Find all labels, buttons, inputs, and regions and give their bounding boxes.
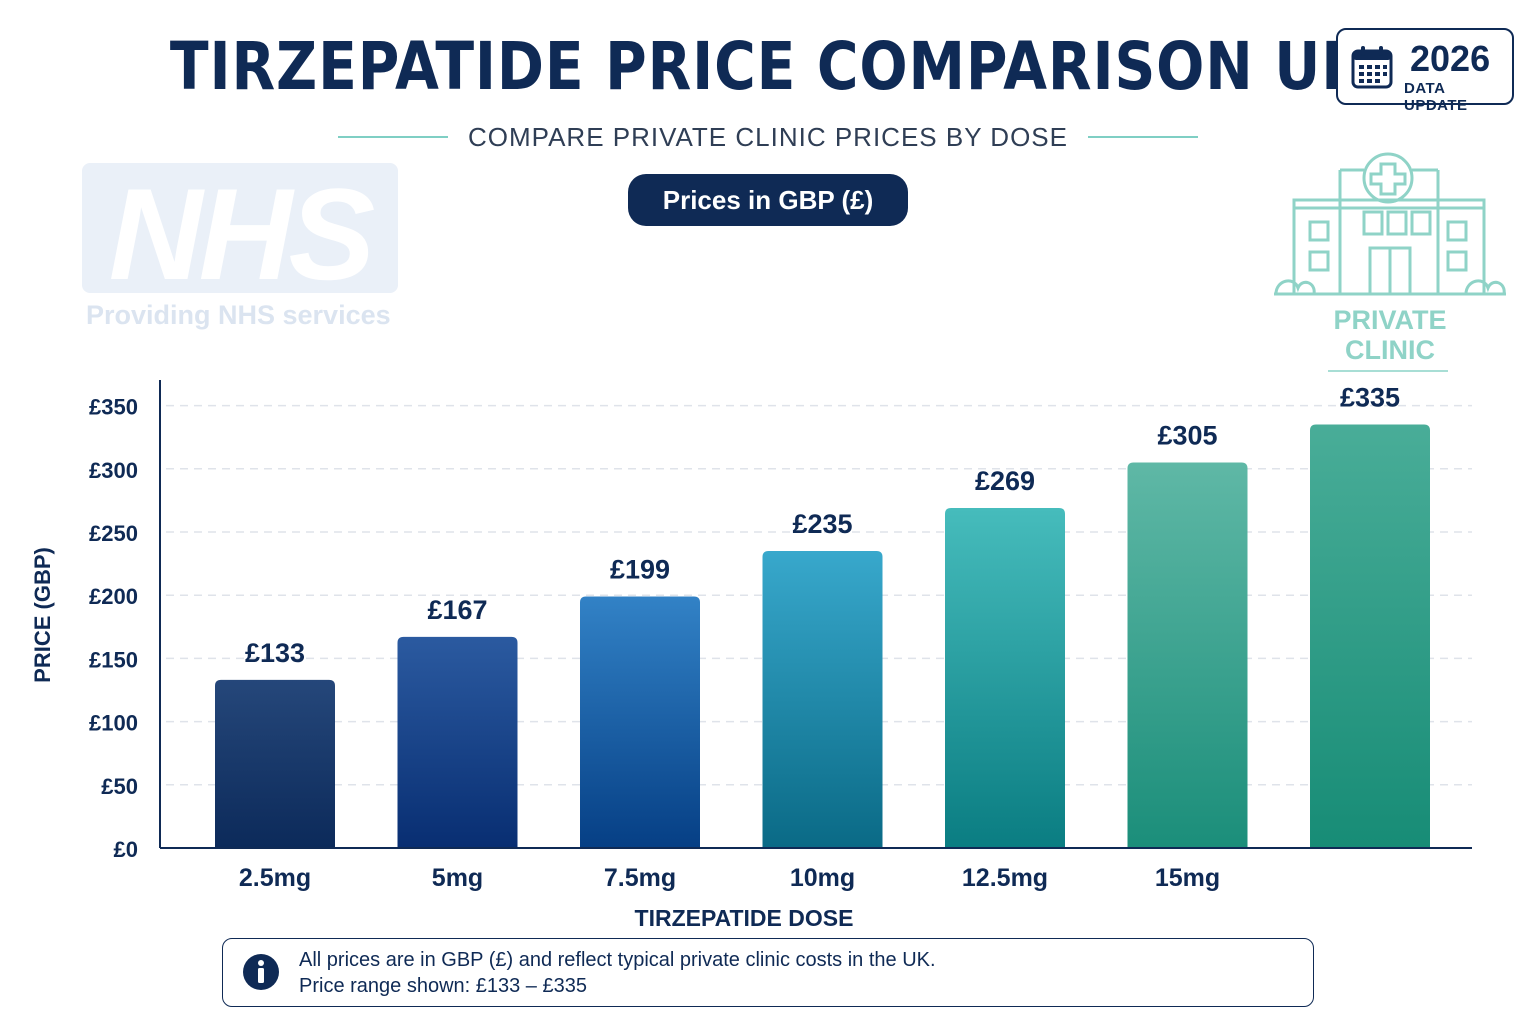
clinic-underline [1328,370,1448,372]
x-tick-label: 12.5mg [962,864,1048,892]
grid-lines [166,404,1472,786]
subtitle-divider-left [338,136,448,138]
bar-value-label: £235 [792,509,852,539]
y-tick-label: £250 [89,521,138,546]
bar-value-label: £133 [245,638,305,668]
bar [945,507,1065,848]
y-tick-label: £100 [89,711,138,736]
nhs-logo-text: NHS [108,163,375,293]
currency-pill-label: Prices in GBP (£) [662,184,874,215]
y-tick-label: £350 [89,395,138,420]
bar-value-label: £305 [1157,420,1217,450]
bar [1127,462,1248,848]
update-year: 2026 [1410,38,1491,79]
y-tick-label: £150 [89,647,138,672]
axes [159,380,1472,849]
clinic-label: PRIVATE CLINIC [1330,305,1450,365]
page-title: TIRZEPATIDE PRICE COMPARISON UK [169,28,1367,105]
info-icon [243,954,279,990]
bar-value-label: £167 [427,595,487,625]
footnote-line1: All prices are in GBP (£) and reflect ty… [299,949,936,971]
bar [215,679,335,848]
nhs-tagline: Providing NHS services [86,300,391,330]
subtitle-row: COMPARE PRIVATE CLINIC PRICES BY DOSE [0,121,1536,153]
chart-labels: £0 £50 £100 £150 £200 £250 £300 £350 £133 2.5mg £1… [30,383,1400,931]
y-tick-label: £300 [89,458,138,483]
footnote-box: All prices are in GBP (£) and reflect ty… [222,938,1314,1007]
y-axis-title: PRICE (GBP) [30,547,55,683]
footnote-line2: Price range shown: £133 – £335 [299,975,587,997]
x-tick-label: 2.5mg [239,864,311,892]
bar [762,550,883,848]
calendar-icon [1351,46,1393,89]
x-tick-label: 15mg [1155,864,1220,892]
hospital-icon [1274,152,1506,296]
x-tick-label: 7.5mg [604,864,676,892]
x-tick-label: 5mg [432,864,483,892]
bar [397,636,518,848]
clinic-label-line2: CLINIC [1345,335,1435,365]
bar [1310,424,1430,848]
y-tick-label: £200 [89,584,138,609]
x-axis-title: TIRZEPATIDE DOSE [635,905,854,931]
bar-value-label: £335 [1340,383,1400,413]
y-tick-label: £50 [101,774,138,799]
subtitle: COMPARE PRIVATE CLINIC PRICES BY DOSE [468,121,1068,152]
clinic-label-line1: PRIVATE [1333,305,1447,335]
price-bar-chart: £0 £50 £100 £150 £200 £250 £300 £350 £133 2.5mg £1… [30,380,1472,931]
update-label: DATA UPDATE [1404,80,1468,114]
subtitle-divider-right [1087,136,1198,138]
x-tick-label: 10mg [790,864,855,892]
bar-value-label: £199 [610,554,670,584]
bar [580,596,700,848]
bar-value-label: £269 [975,466,1035,496]
y-tick-label: £0 [114,837,138,862]
bars [215,424,1430,848]
data-update-badge: 2026 DATA UPDATE [1336,28,1514,114]
currency-pill: Prices in GBP (£) [628,174,908,226]
nhs-logo: NHS [82,163,398,293]
